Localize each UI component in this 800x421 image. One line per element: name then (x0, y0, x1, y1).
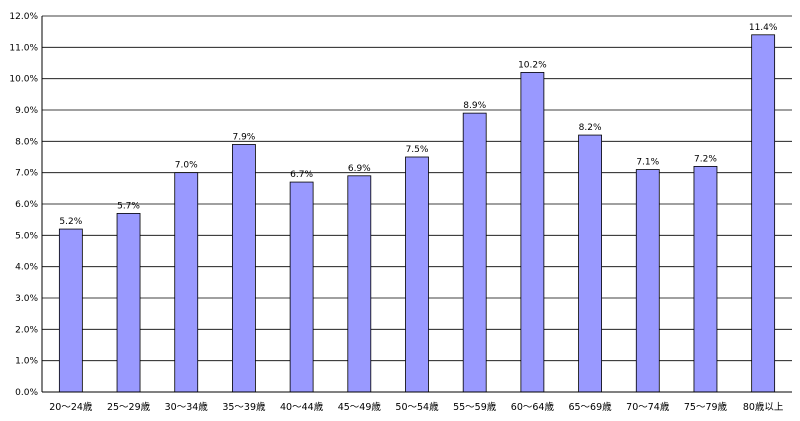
x-category-label: 65〜69歳 (568, 401, 612, 413)
bar (635, 169, 660, 393)
bar (405, 156, 429, 393)
y-tick-label: 7.0% (15, 169, 38, 179)
bar (174, 172, 199, 393)
bar (347, 175, 372, 393)
y-tick-label: 11.0% (9, 43, 38, 53)
data-label: 7.2% (694, 154, 717, 164)
bar (58, 228, 83, 393)
bar (116, 212, 141, 393)
bar (232, 144, 256, 393)
x-category-label: 60〜64歳 (511, 401, 555, 413)
data-label: 7.5% (406, 145, 429, 155)
y-tick-label: 3.0% (15, 294, 38, 304)
y-tick-label: 6.0% (15, 200, 38, 210)
x-category-label: 50〜54歳 (395, 401, 439, 413)
y-tick-label: 10.0% (9, 75, 38, 85)
y-tick-label: 0.0% (15, 388, 38, 398)
bar (462, 112, 487, 393)
data-label: 7.1% (636, 158, 659, 168)
y-axis-tick-labels: 0.0% 1.0% 2.0% 3.0% 4.0% 5.0% 6.0% 7.0% 8.0% 9.0%… (9, 12, 38, 398)
y-tick-label: 12.0% (9, 12, 38, 22)
data-label: 8.2% (579, 123, 602, 133)
y-tick-label: 8.0% (15, 137, 38, 147)
x-category-label: 75〜79歳 (684, 401, 728, 413)
data-label: 5.7% (117, 201, 140, 211)
x-category-label: 45〜49歳 (338, 401, 382, 413)
data-label: 7.0% (175, 161, 198, 171)
bars (58, 34, 776, 393)
data-label: 6.9% (348, 164, 371, 174)
y-tick-label: 1.0% (15, 357, 38, 367)
x-category-label: 80歳以上 (743, 401, 784, 413)
data-label: 7.9% (232, 132, 255, 142)
x-category-label: 35〜39歳 (222, 401, 266, 413)
x-category-label: 70〜74歳 (626, 401, 670, 413)
x-category-label: 40〜44歳 (280, 401, 324, 413)
data-label: 5.2% (59, 217, 82, 227)
x-category-label: 30〜34歳 (165, 401, 209, 413)
x-axis-category-labels: 20〜24歳 25〜29歳 30〜34歳 35〜39歳 40〜44歳 45〜49歳 50〜5… (49, 401, 784, 413)
data-label: 8.9% (463, 101, 486, 111)
y-tick-label: 2.0% (15, 325, 38, 335)
data-label: 11.4% (749, 23, 778, 33)
data-labels: 5.2% 5.7% 7.0% 7.9% 6.7% 6.9% 7.5% 8.9% 10.2% 8.2… (59, 23, 777, 227)
data-label: 10.2% (518, 60, 547, 70)
bar (693, 165, 718, 393)
y-tick-label: 9.0% (15, 106, 38, 116)
bar (520, 72, 545, 393)
bar (289, 181, 314, 393)
x-category-label: 20〜24歳 (49, 401, 93, 413)
y-tick-label: 4.0% (15, 263, 38, 273)
data-label: 6.7% (290, 170, 313, 180)
x-category-label: 25〜29歳 (107, 401, 151, 413)
y-tick-label: 5.0% (15, 231, 38, 241)
bar (578, 134, 602, 393)
x-category-label: 55〜59歳 (453, 401, 497, 413)
bar (751, 34, 776, 393)
